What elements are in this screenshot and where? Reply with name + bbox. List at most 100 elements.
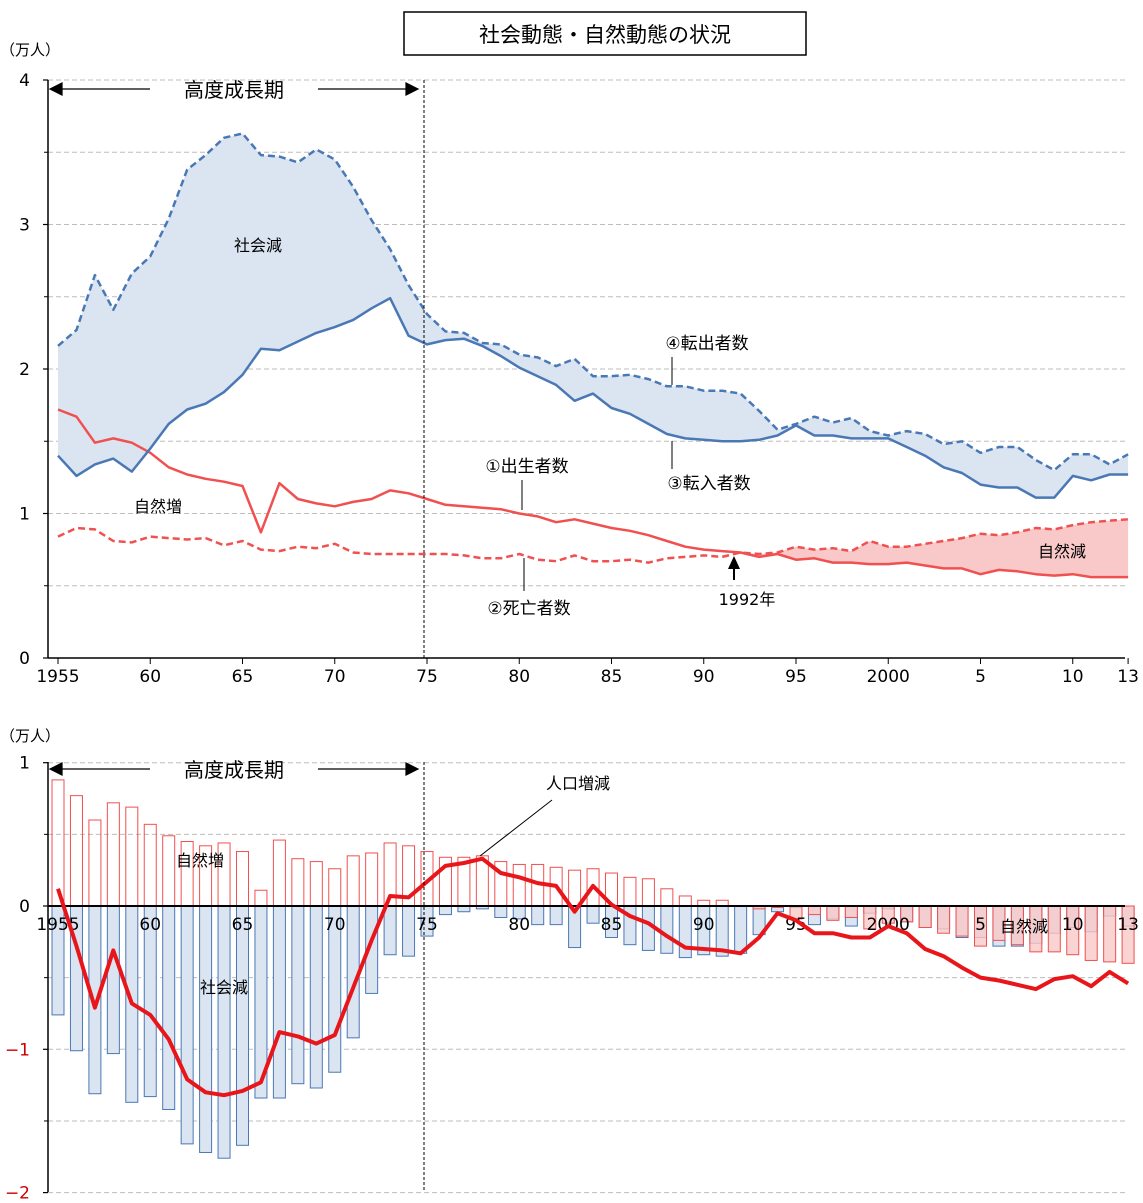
natural-change-bar <box>1084 905 1098 961</box>
natural-change-bar <box>918 905 932 928</box>
social-change-bar <box>383 905 397 956</box>
natural-change-bar <box>678 895 692 907</box>
social-change-bar <box>586 905 600 924</box>
bottom-x-tick-label: 70 <box>324 915 346 935</box>
natural-change-bar <box>143 823 157 907</box>
natural-change-bar <box>309 861 323 907</box>
bottom-bars <box>48 779 1135 1159</box>
natural-change-bar <box>568 869 582 907</box>
page-title: 社会動態・自然動態の状況 <box>479 23 731 47</box>
top-social-decrease-label: 社会減 <box>234 236 282 255</box>
bottom-y-ticks: 1 0 −1 −2 <box>5 754 48 1203</box>
top-x-tick-label: 10 <box>1062 667 1084 687</box>
social-change-bar <box>438 905 452 916</box>
top-x-tick-label: 60 <box>139 667 161 687</box>
bottom-natural-decrease-label: 自然減 <box>1000 917 1048 936</box>
social-change-bar <box>199 905 213 1153</box>
social-change-bar <box>217 905 231 1159</box>
series-label-births: ①出生者数 <box>485 457 568 477</box>
social-change-bar <box>734 905 748 954</box>
natural-decrease-area <box>740 519 1129 578</box>
top-x-tick-label: 75 <box>416 667 438 687</box>
crossover-label: 1992年 <box>719 590 776 609</box>
net-change-label: 人口増減 <box>546 774 610 793</box>
top-period-label: 高度成長期 <box>184 78 284 102</box>
top-x-ticks: 1955 60 65 70 75 80 85 90 95 2000 5 10 13 <box>36 658 1139 687</box>
bottom-period-arrow <box>48 762 420 776</box>
bottom-x-tick-label: 60 <box>139 915 161 935</box>
top-x-tick-label: 80 <box>508 667 530 687</box>
natural-change-bar <box>106 802 120 907</box>
series-label-in-migrants: ③転入者数 <box>667 474 750 494</box>
bottom-x-tick-label: 85 <box>601 915 623 935</box>
top-x-tick-label: 2000 <box>867 667 910 687</box>
top-unit-label: （万人） <box>0 41 60 59</box>
top-chart: （万人） 0 1 2 3 4 1955 60 65 70 75 80 85 90 95 2000 5 10 13… <box>0 41 1139 687</box>
natural-change-bar <box>51 779 65 907</box>
bottom-social-decrease-label: 社会減 <box>200 978 248 997</box>
natural-change-bar <box>807 905 821 916</box>
social-change-bar <box>180 905 194 1145</box>
series-line-net-change <box>56 856 1130 1098</box>
social-change-bar <box>549 905 563 926</box>
social-change-bar <box>106 905 120 1055</box>
series-line-in-migrants <box>57 296 1129 499</box>
natural-change-bar <box>162 835 176 907</box>
social-change-bar <box>494 905 508 918</box>
natural-change-bar <box>937 905 951 934</box>
bottom-unit-label: （万人） <box>0 727 60 745</box>
bottom-natural-increase-label: 自然増 <box>176 851 224 870</box>
bottom-x-tick-label: 80 <box>508 915 530 935</box>
social-change-bar <box>531 905 545 926</box>
bottom-period-label: 高度成長期 <box>184 758 284 782</box>
top-y-tick-label: 3 <box>19 216 30 236</box>
natural-change-bar <box>623 876 637 907</box>
natural-change-bar <box>365 852 379 907</box>
bottom-y-tick-label: 1 <box>19 754 30 774</box>
series-line-deaths <box>57 518 1129 564</box>
bottom-net-change-line <box>56 856 1130 1098</box>
bottom-x-tick-label: 75 <box>416 915 438 935</box>
top-x-tick-label: 1955 <box>36 667 79 687</box>
top-x-tick-label: 65 <box>232 667 254 687</box>
natural-change-bar <box>641 878 655 907</box>
natural-change-bar <box>69 795 83 907</box>
social-change-bar <box>162 905 176 1110</box>
top-natural-decrease-label: 自然減 <box>1038 542 1086 561</box>
natural-change-bar <box>1047 905 1061 953</box>
natural-change-bar <box>955 905 969 937</box>
net-change-leader <box>479 799 553 857</box>
social-change-bar <box>660 905 674 954</box>
social-change-bar <box>291 905 305 1085</box>
social-change-bar <box>236 905 249 1146</box>
natural-change-bar <box>346 855 360 907</box>
bottom-x-tick-label: 10 <box>1062 915 1084 935</box>
social-change-bar <box>309 905 323 1089</box>
natural-change-bar <box>88 819 102 907</box>
crossover-arrow <box>728 556 740 580</box>
bottom-x-tick-label: 90 <box>693 915 715 935</box>
bottom-y-tick-label: −2 <box>5 1184 30 1203</box>
top-x-tick-label: 85 <box>601 667 623 687</box>
series-line-out-migrants <box>57 132 1129 472</box>
natural-change-bar <box>236 851 249 907</box>
natural-change-bar <box>1103 905 1117 963</box>
natural-change-bar <box>125 806 139 907</box>
top-area-fills <box>58 133 1129 578</box>
top-natural-increase-label: 自然増 <box>134 497 182 516</box>
top-period-arrow <box>48 82 420 96</box>
natural-change-bar <box>291 858 305 907</box>
top-x-tick-label: 95 <box>785 667 807 687</box>
series-label-out-migrants: ④転出者数 <box>665 334 748 354</box>
natural-change-bar <box>254 889 268 907</box>
natural-change-bar <box>660 888 674 907</box>
top-x-tick-label: 13 <box>1117 667 1139 687</box>
top-y-tick-label: 4 <box>19 71 30 91</box>
bottom-chart: （万人） 10−1−2 1955 60 65 70 75 80 85 90 95 2000 5 10 1… <box>0 727 1139 1203</box>
natural-change-bar <box>512 863 526 907</box>
top-y-tick-label: 0 <box>19 649 30 669</box>
bottom-y-tick-label: −1 <box>5 1040 30 1060</box>
bottom-x-tick-label: 13 <box>1117 915 1139 935</box>
social-change-bar <box>272 905 286 1099</box>
